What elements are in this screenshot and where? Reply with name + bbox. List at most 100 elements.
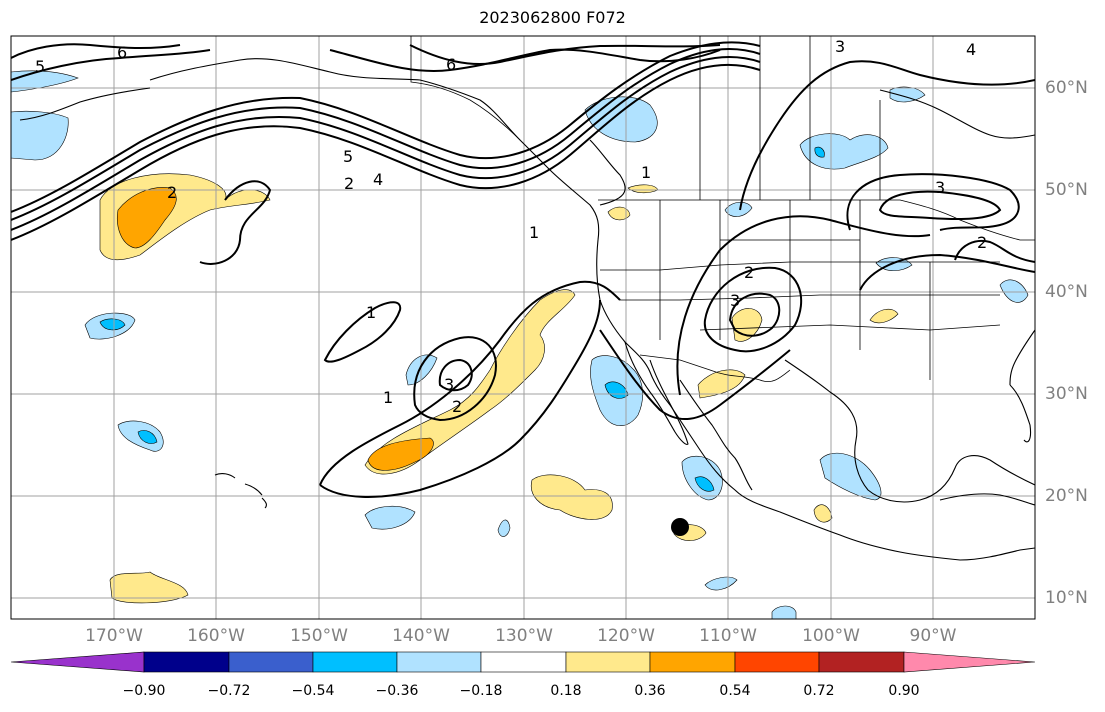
contour-label: 4 <box>966 40 976 59</box>
lat-label: 60°N <box>1045 78 1088 98</box>
contour-label: 3 <box>935 178 945 197</box>
blue-fill-west <box>11 110 69 161</box>
colorbar-cell <box>649 651 736 673</box>
coastline-alaska <box>149 58 600 241</box>
contour-hi-outer-2 <box>599 329 791 421</box>
state-lines-4 <box>699 239 1001 331</box>
coastline-hawaii <box>214 473 267 509</box>
storm-location-marker <box>671 518 689 536</box>
coastlines <box>19 58 1035 561</box>
contour-label: 1 <box>383 388 393 407</box>
state-lines-3 <box>659 200 931 380</box>
blue-fill-sml-1 <box>497 519 511 537</box>
contours <box>11 41 1035 498</box>
blue-fill-gulf <box>819 452 882 501</box>
lat-label: 10°N <box>1045 588 1088 608</box>
contour-north-band-6 <box>409 44 721 65</box>
contour-east-3 <box>954 240 1035 263</box>
contour-west-ring-2 <box>413 336 497 422</box>
coastline-west-us <box>596 239 1035 561</box>
contour-nw-1 <box>11 43 181 59</box>
lon-label: 100°W <box>802 626 860 646</box>
lat-label: 30°N <box>1045 384 1088 404</box>
yellow-fill-pnw <box>607 206 631 221</box>
state-lines-2 <box>620 294 1000 301</box>
orange-fill-central <box>367 437 434 471</box>
contour-mid-1 <box>323 301 402 363</box>
map-plot-area: 6 5 6 4 3 2 5 4 2 1 1 1 3 2 1 2 3 3 2 <box>11 36 1035 619</box>
colorbar-cell <box>143 651 230 673</box>
coastline-mexico-west <box>679 379 753 491</box>
deepblue-core-1 <box>99 318 126 331</box>
blue-fill-mt <box>724 201 753 217</box>
lat-label: 20°N <box>1045 486 1088 506</box>
coastline-aleutians <box>19 87 151 121</box>
colorbar-cell <box>818 651 905 673</box>
contour-gulf <box>859 253 1035 291</box>
blue-fill-nw <box>11 70 79 93</box>
contour-label: 1 <box>529 223 539 242</box>
border-us-mexico <box>639 354 791 383</box>
contour-north-band-5 <box>329 48 721 72</box>
blue-fill-tropics-1 <box>364 506 416 530</box>
yellow-fill-bc <box>627 184 659 194</box>
colorbar-tick-label: 0.36 <box>634 683 666 699</box>
deepblue-core-4 <box>694 476 715 492</box>
lat-label: 50°N <box>1045 180 1088 200</box>
colorbar-tick-label: 0.18 <box>550 683 582 699</box>
yellow-fill-mexico <box>530 474 613 520</box>
contour-nw-2 <box>11 49 211 81</box>
border-us-canada <box>598 199 1035 241</box>
colorbar-tick-label: −0.54 <box>291 683 335 699</box>
contour-hi-3 <box>728 292 781 337</box>
colorbar-cell <box>312 651 398 673</box>
deepblue-core-5 <box>814 146 825 158</box>
colorbar-tick-label: −0.72 <box>207 683 251 699</box>
colorbar-tick-label: 0.54 <box>719 683 751 699</box>
lon-label: 120°W <box>597 626 655 646</box>
contour-east-2 <box>878 190 1002 221</box>
colorbar-tick-label: −0.36 <box>375 683 419 699</box>
contour-label: 2 <box>167 183 177 202</box>
contour-label: 2 <box>977 233 987 252</box>
blue-fill-canada <box>799 133 889 170</box>
yellow-fill-gulf <box>813 504 833 523</box>
contour-hi-outer <box>676 215 931 396</box>
contour-north-band-1 <box>11 63 761 241</box>
orange-fill-northpacific <box>117 187 177 249</box>
border-alaska-canada <box>410 36 521 141</box>
lon-label: 130°W <box>495 626 553 646</box>
contour-curl <box>199 180 272 265</box>
lon-label: 150°W <box>290 626 348 646</box>
lon-label: 140°W <box>392 626 450 646</box>
contour-north-band-2 <box>11 56 761 231</box>
contour-east-1 <box>846 173 1020 231</box>
coastline-hudson <box>879 89 1035 139</box>
blue-fill-sml-3 <box>771 605 797 619</box>
colorbar-tick-label: −0.18 <box>459 683 503 699</box>
contour-label: 3 <box>835 37 845 56</box>
contour-label: 5 <box>35 57 45 76</box>
contour-label: 3 <box>730 291 740 310</box>
colorbar-cell <box>734 651 820 673</box>
colorbar-tick-label: 0.72 <box>803 683 835 699</box>
contour-label-set: 6 5 6 4 3 2 5 4 2 1 1 1 3 2 1 2 3 3 2 <box>35 37 987 416</box>
yellow-fill-sw-small <box>109 571 189 604</box>
blue-fill-hudson <box>889 86 926 103</box>
colorbar-cell <box>903 651 1036 673</box>
map-frame <box>10 35 1036 620</box>
country-borders <box>410 36 1035 383</box>
lat-label: 40°N <box>1045 282 1088 302</box>
colorbar-tick-label: −0.90 <box>122 683 166 699</box>
canada-provinces <box>699 36 881 200</box>
contour-west-ring-3 <box>438 358 473 392</box>
graticule <box>11 36 1035 619</box>
colorbar-cell <box>565 651 651 673</box>
contour-label: 1 <box>366 303 376 322</box>
contour-north-band-4 <box>11 41 761 213</box>
contour-ridge <box>739 60 1035 211</box>
contour-north-band-3 <box>11 48 761 221</box>
coastline-florida <box>1009 384 1032 443</box>
blue-fill-lakes <box>999 279 1029 303</box>
lon-label: 170°W <box>85 626 143 646</box>
